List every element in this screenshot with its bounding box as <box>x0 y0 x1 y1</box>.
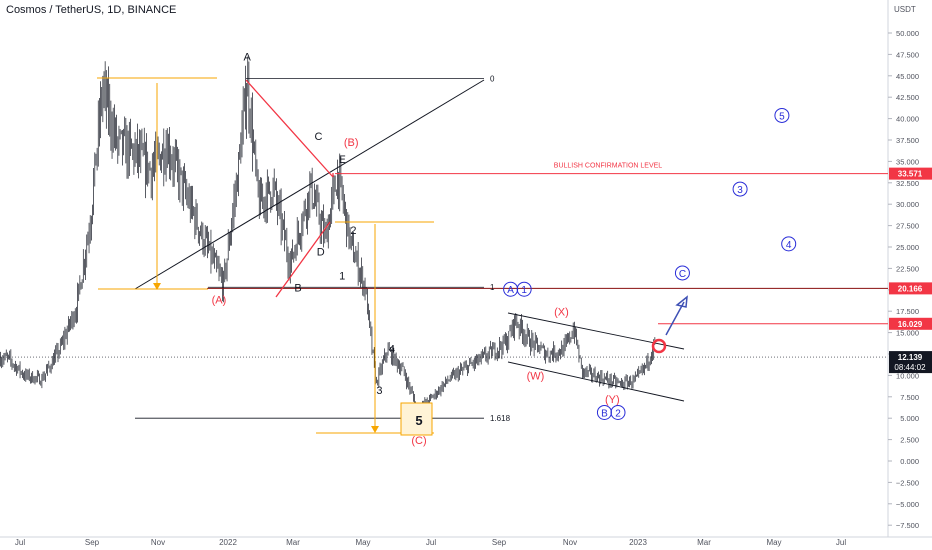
y-tick-label: 5.000 <box>900 414 919 423</box>
wave-5-box <box>400 402 433 436</box>
time-axis: Jul Sep Nov 2022 Mar May Jul Sep Nov 2023 Mar May Ju… <box>15 538 846 547</box>
x-tick-label: Sep <box>85 538 100 547</box>
fib-level-label: 1 <box>490 283 495 292</box>
price-tag-label: 20.166 <box>898 284 923 293</box>
y-tick-label: 10.000 <box>896 371 919 380</box>
measure-arrow-1 <box>153 283 161 290</box>
price-grid <box>0 0 932 538</box>
y-tick-label: 45.000 <box>896 72 919 81</box>
x-tick-label: Mar <box>697 538 711 547</box>
measure-arrow-2 <box>371 426 379 433</box>
price-tag-label: 16.029 <box>898 320 923 329</box>
chart-title: Cosmos / TetherUS, 1D, BINANCE <box>6 4 177 16</box>
wave-label-blue: 2 <box>615 408 621 419</box>
fib-level-label: 0 <box>490 74 495 83</box>
wave-circle-blue <box>732 181 748 197</box>
x-tick-label: Nov <box>151 538 165 547</box>
wave-label-black: D <box>317 247 325 259</box>
x-tick-label: Jul <box>426 538 436 547</box>
wave-label-red: (A) <box>212 294 227 306</box>
price-tag-countdown: 08:44:02 <box>894 363 926 372</box>
y-tick-label: 35.000 <box>896 157 919 166</box>
y-tick-label: 0.000 <box>900 457 919 466</box>
y-tick-label: 50.000 <box>896 29 919 38</box>
y-tick-label: 37.500 <box>896 136 919 145</box>
wave-label-black: A <box>244 51 252 63</box>
y-tick-label: 2.500 <box>900 436 919 445</box>
axis-unit: USDT <box>894 5 916 14</box>
x-tick-label: Sep <box>492 538 507 547</box>
y-tick-label: 25.000 <box>896 243 919 252</box>
wave-circle-blue <box>774 107 790 123</box>
triangle-upper-line <box>134 79 485 290</box>
x-tick-label: Jul <box>836 538 846 547</box>
price-axis: USDT 50.000 47.500 45.000 42.500 40.000 37.500… <box>888 5 932 530</box>
wave-label-black: B <box>294 283 301 295</box>
wave-label-red: (Y) <box>605 394 620 406</box>
wave-label-black: 1 <box>339 271 345 283</box>
wave-label-black: 5 <box>415 413 422 428</box>
channel-lower-line <box>507 361 685 402</box>
wave-circle-blue <box>516 281 532 297</box>
y-tick-label: −7.500 <box>896 521 919 530</box>
x-tick-label: May <box>355 538 370 547</box>
wave-label-black: C <box>314 131 322 143</box>
wave-line-ac <box>245 79 334 178</box>
projection-arrow-line <box>665 301 685 336</box>
fib-level-label: 1.618 <box>490 414 511 423</box>
price-tag-label: 12.139 <box>898 353 923 362</box>
candlestick-series <box>0 56 656 417</box>
wave-label-blue: 4 <box>786 240 792 251</box>
wave-label-black: 4 <box>389 343 395 355</box>
wave-label-blue: A <box>507 285 514 296</box>
wave-label-black: 2 <box>350 225 356 237</box>
y-tick-label: 27.500 <box>896 222 919 231</box>
wave-label-red: (X) <box>554 306 569 318</box>
y-tick-label: 42.500 <box>896 93 919 102</box>
x-tick-label: Nov <box>563 538 577 547</box>
y-tick-label: −5.000 <box>896 500 919 509</box>
wave-label-blue: C <box>679 269 686 280</box>
wave-label-black: E <box>339 154 346 166</box>
x-tick-label: May <box>766 538 781 547</box>
drawing-lines: BULLISH CONFIRMATION LEVEL 0 1 1.618 <box>0 74 888 436</box>
breakout-marker <box>651 338 667 354</box>
y-tick-label: 47.500 <box>896 50 919 59</box>
price-tag-label: 33.571 <box>898 170 923 179</box>
wave-label-blue: 3 <box>737 185 743 196</box>
y-tick-label: 30.000 <box>896 200 919 209</box>
wave-circle-blue <box>781 236 797 252</box>
y-tick-label: 17.500 <box>896 307 919 316</box>
y-tick-label: 40.000 <box>896 115 919 124</box>
price-tag <box>889 317 932 330</box>
wave-circle-blue <box>674 265 690 281</box>
y-tick-label: −2.500 <box>896 478 919 487</box>
x-tick-label: 2023 <box>629 538 647 547</box>
level-label: BULLISH CONFIRMATION LEVEL <box>554 163 663 170</box>
y-tick-label: 15.000 <box>896 329 919 338</box>
y-tick-label: 7.500 <box>900 393 919 402</box>
price-tag <box>889 351 932 374</box>
wave-label-blue: B <box>601 408 608 419</box>
x-tick-label: 2022 <box>219 538 237 547</box>
wave-label-blue: 5 <box>779 111 785 122</box>
y-tick-label: 32.500 <box>896 179 919 188</box>
y-tick-label: 22.500 <box>896 264 919 273</box>
price-tag <box>889 167 932 180</box>
wave-label-red: (B) <box>344 137 359 149</box>
x-tick-label: Jul <box>15 538 25 547</box>
projection-arrow-head <box>675 295 688 308</box>
wave-label-blue: 1 <box>521 285 527 296</box>
wave-circle-blue <box>610 404 626 420</box>
wave-label-black: 3 <box>376 385 382 397</box>
wave-line-bd <box>275 221 331 298</box>
wave-label-red: (C) <box>411 435 426 447</box>
price-tag <box>889 282 932 295</box>
wave-label-red: (W) <box>527 371 545 383</box>
x-tick-label: Mar <box>286 538 300 547</box>
